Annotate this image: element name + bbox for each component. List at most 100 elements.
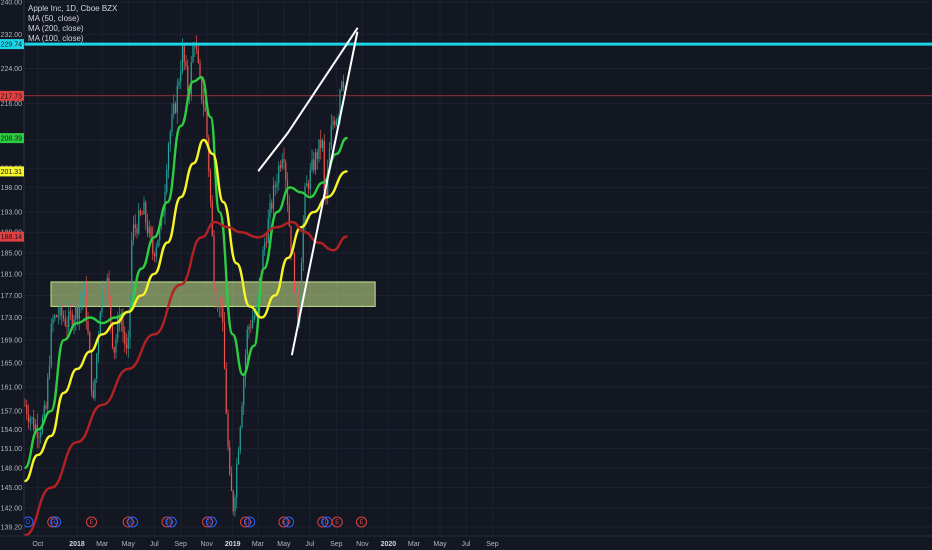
price-tick-label: 216.00 — [1, 101, 23, 108]
price-tick-label: 142.00 — [1, 505, 23, 512]
candle-body — [269, 203, 270, 218]
candle-body — [150, 227, 151, 237]
candle-body — [33, 418, 34, 430]
candle-body — [280, 166, 281, 168]
event-markers: D ED E E D E D E D E D E D E D E E — [23, 517, 367, 527]
candle-body — [49, 366, 50, 377]
candle-body — [220, 296, 221, 308]
candle-body — [26, 405, 27, 414]
time-tick-label: May — [433, 541, 447, 548]
candle-body — [140, 211, 141, 215]
candle-body — [275, 185, 276, 187]
candle-body — [199, 63, 200, 77]
time-tick-label: Jul — [150, 541, 159, 548]
candle-body — [89, 333, 90, 352]
price-tick-label: 139.20 — [1, 525, 23, 532]
event-label: E — [335, 520, 339, 526]
candle-body — [28, 414, 29, 422]
candle-body — [234, 498, 235, 512]
candle-body — [147, 222, 148, 233]
candle-body — [240, 427, 241, 451]
candle-body — [122, 319, 123, 331]
candle-body — [170, 132, 171, 145]
candle-body — [157, 240, 158, 247]
event-label: D — [130, 520, 135, 526]
legend-ma-200[interactable]: MA (200, close) — [28, 24, 117, 34]
candle-body — [205, 107, 206, 111]
candle-body — [194, 46, 195, 47]
candle-body — [65, 319, 66, 326]
event-label: D — [286, 520, 291, 526]
price-tick-label: 193.00 — [1, 210, 23, 217]
candle-body — [198, 49, 199, 63]
candle-body — [93, 390, 94, 397]
candle-body — [231, 474, 232, 491]
candle-body — [238, 451, 239, 464]
candle-body — [208, 137, 209, 171]
candle-body — [63, 315, 64, 318]
legend-symbol[interactable]: Apple Inc, 1D, Cboe BZX — [28, 4, 117, 14]
support-zone[interactable] — [51, 282, 375, 306]
candle-body — [294, 254, 295, 290]
candle-body — [196, 46, 197, 49]
legend-ma-100[interactable]: MA (100, close) — [28, 34, 117, 44]
candle-body — [192, 46, 193, 62]
candle-body — [138, 211, 139, 234]
candle-body — [304, 186, 305, 223]
candle-body — [252, 320, 253, 328]
candle-body — [297, 288, 298, 322]
candle-body — [247, 330, 248, 355]
price-axis[interactable]: 240.00232.00224.00216.00208.00200.00198.… — [0, 0, 24, 550]
legend-ma-50[interactable]: MA (50, close) — [28, 14, 117, 24]
candle-body — [38, 437, 39, 438]
candle-body — [285, 162, 286, 180]
candle-body — [149, 227, 150, 233]
candle-body — [51, 324, 52, 366]
time-tick-label: 2020 — [381, 541, 397, 548]
event-label: D — [325, 520, 330, 526]
candle-body — [180, 71, 181, 82]
candle-body — [341, 81, 342, 89]
candle-body — [271, 203, 272, 209]
price-badge-label: 201.31 — [1, 169, 23, 176]
candle-body — [70, 312, 71, 314]
ma-50-line — [25, 77, 347, 468]
candle-body — [124, 332, 125, 345]
candle-body — [187, 66, 188, 91]
candle-body — [212, 201, 213, 236]
candle-body — [283, 159, 284, 162]
time-tick-label: Jul — [305, 541, 314, 548]
candle-body — [226, 369, 227, 413]
candle-body — [177, 86, 178, 113]
candle-body — [317, 152, 318, 159]
candle-body — [129, 294, 130, 337]
price-tick-label: 181.00 — [1, 271, 23, 278]
candle-body — [31, 418, 32, 419]
event-label: E — [90, 520, 94, 526]
candle-body — [217, 307, 218, 308]
price-tick-label: 161.00 — [1, 384, 23, 391]
candle-body — [133, 224, 134, 239]
candle-body — [59, 303, 60, 315]
candle-body — [45, 406, 46, 409]
time-axis[interactable]: Oct 2018 Mar May Jul Sep Nov 2019 Mar May Jul Sep No… — [0, 536, 932, 550]
chart-legend: Apple Inc, 1D, Cboe BZX MA (50, close) M… — [28, 4, 117, 44]
candle-body — [243, 377, 244, 405]
candle-body — [264, 242, 265, 249]
time-tick-label: Oct — [32, 541, 43, 548]
candle-body — [306, 183, 307, 186]
time-tick-label: May — [122, 541, 136, 548]
candle-body — [126, 344, 127, 348]
time-tick-label: Jul — [462, 541, 471, 548]
time-tick-label: Mar — [408, 541, 421, 548]
candle-body — [52, 319, 53, 324]
candle-body — [40, 433, 41, 438]
event-label: D — [54, 520, 59, 526]
candle-body — [47, 377, 48, 408]
candle-body — [154, 254, 155, 257]
candle-body — [136, 228, 137, 233]
event-label: D — [169, 520, 174, 526]
candle-body — [131, 240, 132, 294]
price-tick-label: 157.00 — [1, 409, 23, 416]
